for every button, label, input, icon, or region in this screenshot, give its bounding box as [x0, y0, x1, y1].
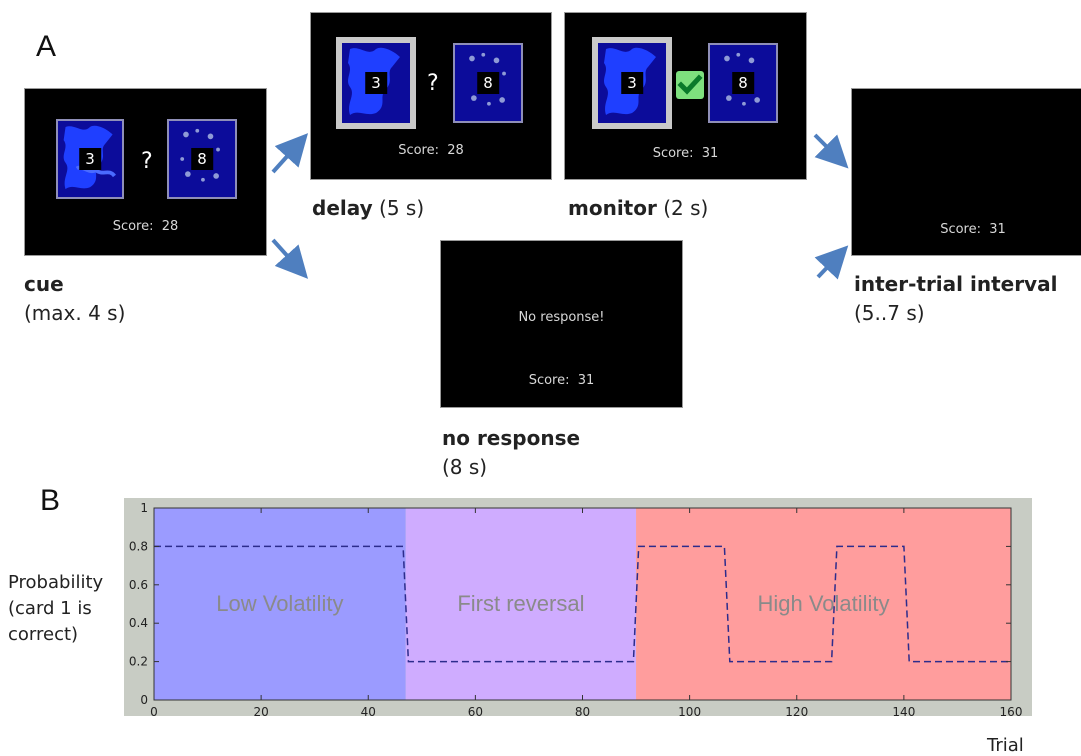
- card-1-selected: 3: [336, 37, 416, 129]
- region-band: [405, 508, 637, 700]
- score-text: Score: 31: [940, 222, 1006, 237]
- iti-label: inter-trial interval (5..7 s): [854, 272, 1058, 325]
- y-tick-label: 1: [140, 501, 148, 515]
- card-1: 3: [56, 119, 124, 199]
- region-label: High Volatility: [757, 591, 889, 616]
- x-axis-label: Trial: [987, 735, 1024, 756]
- card-2: 8: [167, 119, 237, 199]
- x-tick-label: 100: [678, 705, 701, 719]
- delay-label: delay (5 s): [312, 196, 425, 220]
- card-2: 8: [453, 43, 523, 123]
- card-1-selected: 3: [592, 37, 672, 129]
- panel-a-letter: A: [36, 30, 57, 63]
- x-tick-label: 0: [150, 705, 158, 719]
- x-tick-label: 140: [892, 705, 915, 719]
- region-band: [154, 508, 406, 700]
- x-tick-label: 160: [1000, 705, 1023, 719]
- y-tick-label: 0.8: [129, 539, 148, 553]
- y-tick-label: 0.2: [129, 655, 148, 669]
- card-2: 8: [708, 43, 778, 123]
- no-response-label: no response (8 s): [442, 426, 581, 479]
- x-tick-label: 80: [575, 705, 590, 719]
- card-1-number: 3: [365, 72, 387, 94]
- fractal-pattern-2: [469, 52, 506, 106]
- card-1-number: 3: [621, 72, 643, 94]
- y-tick-label: 0.4: [129, 616, 148, 630]
- delay-screen: 3 ? 8 Score: 28: [310, 12, 552, 180]
- panel-b-letter: B: [40, 484, 61, 517]
- iti-screen: Score: 31: [851, 88, 1081, 256]
- fractal-pattern-2: [180, 128, 220, 182]
- question-mark: ?: [427, 71, 439, 96]
- monitor-label: monitor (2 s): [568, 196, 709, 220]
- checkmark-icon: [676, 71, 704, 99]
- no-response-message: No response!: [518, 310, 605, 325]
- fractal-pattern-2: [724, 52, 760, 106]
- score-text: Score: 31: [652, 146, 719, 161]
- score-text: Score: 28: [112, 219, 179, 234]
- probability-line: [154, 545, 1011, 663]
- cue-screen: 3 ? 8 Score: 28: [24, 88, 267, 256]
- x-tick-label: 120: [785, 705, 808, 719]
- region-label: Low Volatility: [216, 591, 343, 616]
- y-tick-label: 0.6: [129, 578, 148, 592]
- y-tick-label: 0: [140, 693, 148, 707]
- card-2-number: 8: [477, 72, 499, 94]
- region-label: First reversal: [457, 591, 584, 616]
- score-text: Score: 31: [528, 373, 595, 388]
- cue-label: cue (max. 4 s): [24, 272, 126, 325]
- card-2-number: 8: [191, 148, 213, 170]
- monitor-screen: 3 8 Score: 31: [564, 12, 807, 180]
- y-axis-label: Probability (card 1 is correct): [8, 572, 104, 645]
- score-text: Score: 28: [398, 143, 464, 158]
- card-1-number: 3: [79, 148, 101, 170]
- x-tick-label: 40: [361, 705, 376, 719]
- x-tick-label: 60: [468, 705, 483, 719]
- x-tick-label: 20: [253, 705, 268, 719]
- no-response-screen: No response! Score: 31: [440, 240, 683, 408]
- question-mark: ?: [141, 149, 153, 174]
- card-2-number: 8: [732, 72, 754, 94]
- region-band: [636, 508, 1011, 700]
